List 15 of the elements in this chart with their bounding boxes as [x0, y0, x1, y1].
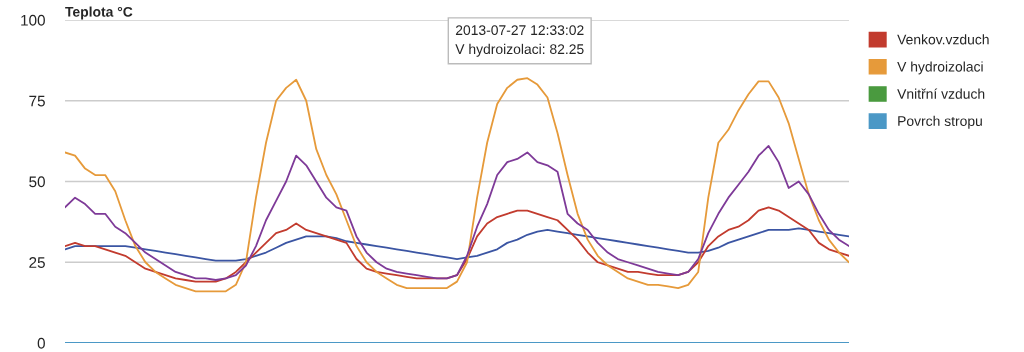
line-series: [65, 77, 849, 293]
legend-label: Vnitřní vzduch: [897, 88, 985, 99]
y-tick-label: 0: [37, 337, 45, 349]
annotation: 2013-07-27 12:33:02 V hydroizolaci: 82.25: [455, 25, 584, 57]
y-tick-label: 75: [29, 95, 45, 107]
line-series: [65, 206, 849, 283]
legend-label: Venkov.vzduch: [897, 34, 989, 45]
y-tick-label: 100: [21, 14, 45, 26]
legend-label: V hydroizolaci: [897, 61, 983, 75]
y-tick-label: 50: [29, 176, 45, 188]
chart-title: Teplota °C: [65, 6, 133, 20]
line-series: [65, 227, 849, 262]
y-tick-label: 25: [29, 257, 45, 268]
line-series: [65, 145, 849, 281]
legend-label: Povrch stropu: [898, 115, 982, 129]
